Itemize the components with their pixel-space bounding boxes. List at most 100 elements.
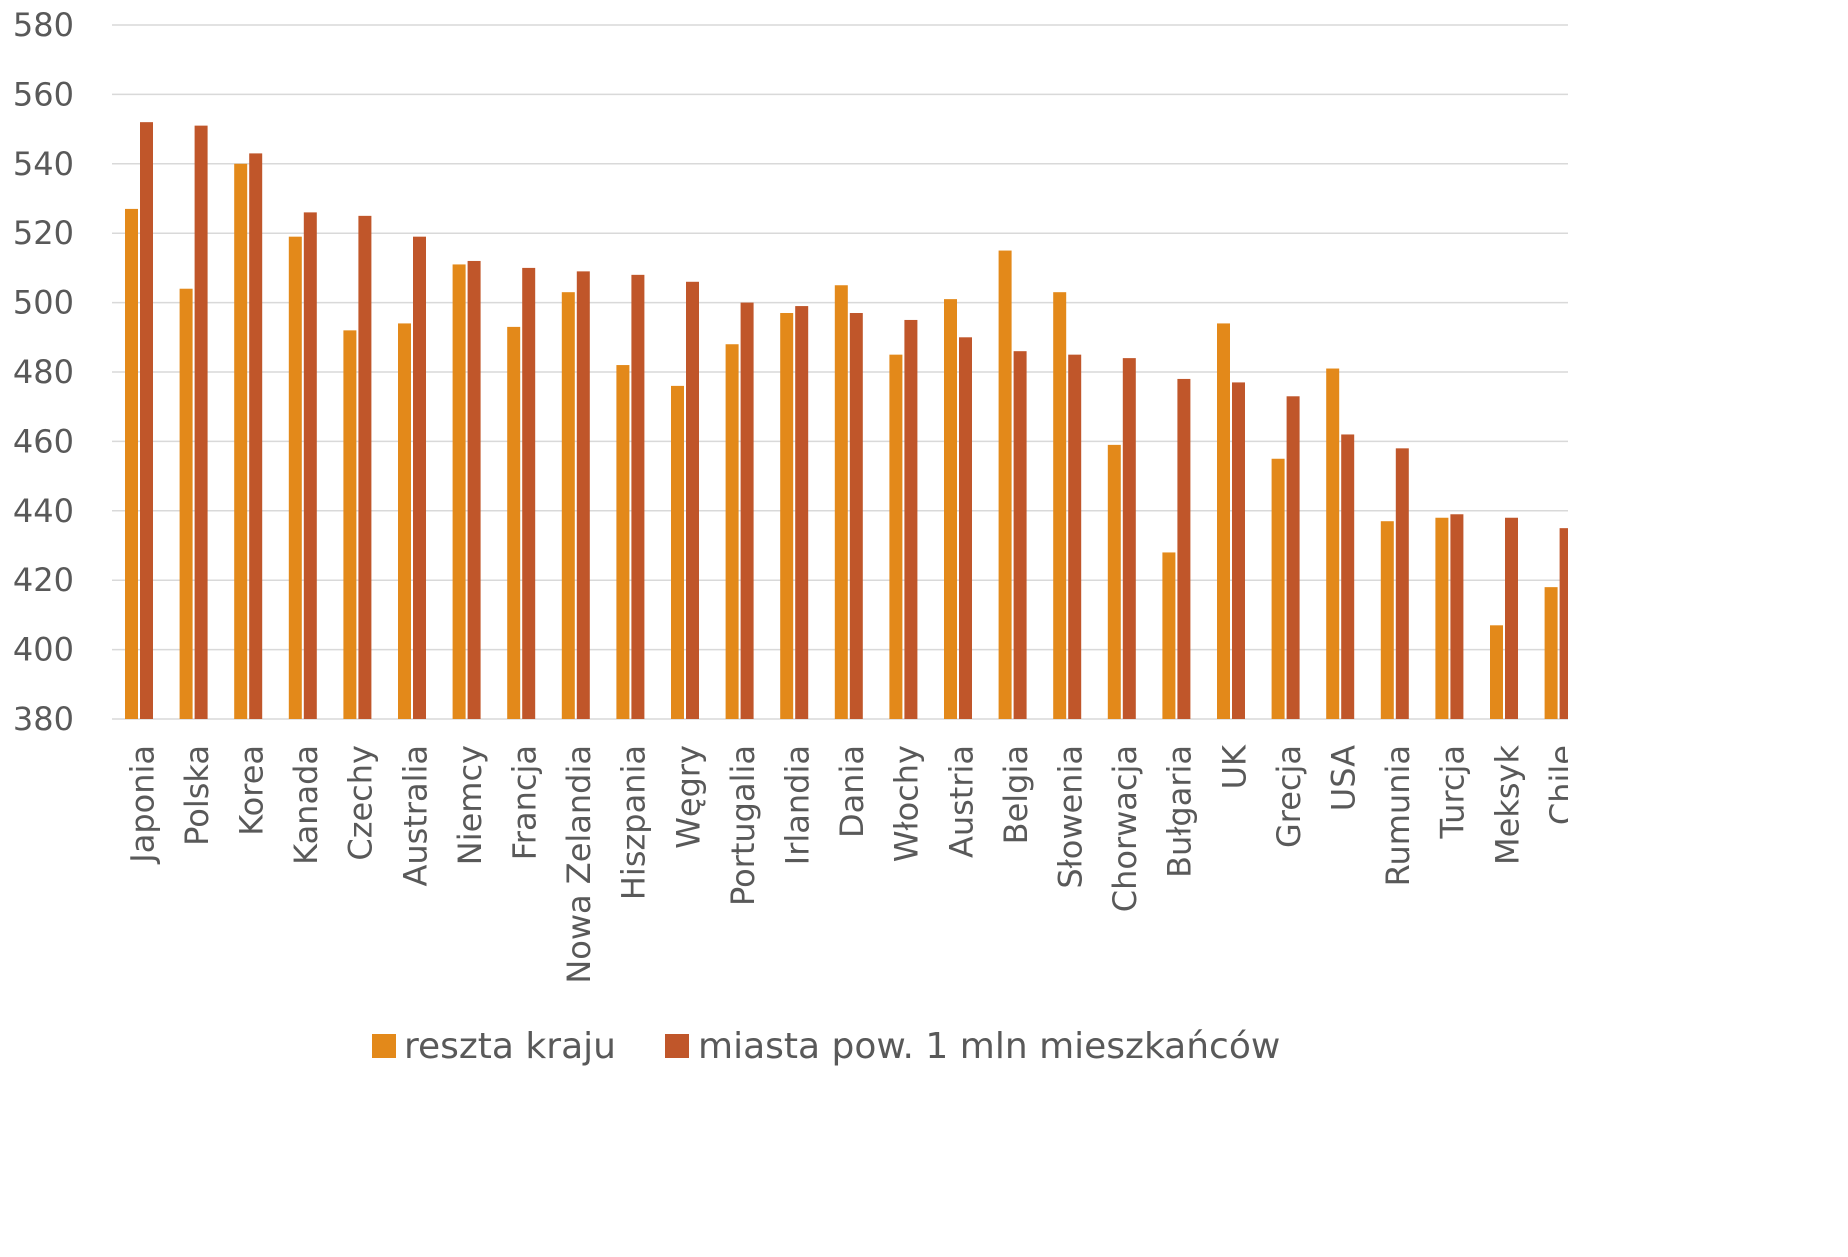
category-label: Włochy	[888, 745, 926, 862]
bar-reszta-kraju	[343, 330, 357, 719]
bar-miasta	[522, 267, 536, 719]
category-label: Turcja	[1434, 745, 1472, 840]
bar-miasta	[194, 125, 208, 719]
category-label: Dania	[833, 745, 871, 838]
y-tick-label: 560	[13, 75, 74, 113]
y-tick-label: 540	[13, 145, 74, 183]
category-label: USA	[1325, 745, 1363, 811]
bar-miasta	[413, 236, 426, 720]
bar-reszta-kraju	[1053, 292, 1067, 719]
y-tick-label: 580	[13, 6, 74, 44]
category-label: Słowenia	[1052, 745, 1090, 889]
category-label: Węgry	[669, 745, 707, 849]
bar-reszta-kraju	[1490, 625, 1503, 719]
bar-miasta	[795, 306, 809, 719]
category-label: Hiszpania	[615, 745, 653, 900]
bar-miasta	[904, 319, 918, 719]
bar-miasta	[140, 122, 153, 719]
category-label: UK	[1215, 744, 1253, 789]
y-tick-label: 500	[13, 284, 74, 322]
bar-reszta-kraju	[1544, 587, 1558, 719]
legend: reszta kraju miasta pow. 1 mln mieszkańcó…	[372, 1026, 1280, 1067]
bar-reszta-kraju	[889, 354, 903, 719]
bar-miasta	[1232, 382, 1245, 719]
x-axis-category-labels: Japonia Polska Korea Kanada Czechy Australia N…	[123, 744, 1568, 984]
bar-miasta	[1177, 378, 1191, 719]
category-label: Francja	[506, 745, 544, 860]
y-tick-label: 440	[13, 492, 74, 530]
bar-reszta-kraju	[725, 344, 739, 719]
bar-reszta-kraju	[507, 326, 521, 719]
bar-reszta-kraju	[780, 313, 794, 719]
legend-label: miasta pow. 1 mln mieszkańców	[698, 1026, 1280, 1067]
category-label: Korea	[233, 745, 271, 836]
y-tick-label: 420	[13, 561, 74, 599]
bar-miasta	[358, 215, 372, 719]
bar-reszta-kraju	[288, 236, 302, 720]
bar-reszta-kraju	[1435, 517, 1449, 719]
y-tick-label: 400	[13, 631, 74, 669]
bar-miasta	[467, 260, 481, 719]
category-label: Belgia	[997, 745, 1035, 844]
category-label: Polska	[178, 745, 216, 846]
bar-chart: 380 400 420 440 460 480 500 520 540 560 580 Japoni…	[13, 6, 1568, 1067]
bar-miasta	[849, 313, 863, 719]
bar-miasta	[1286, 396, 1300, 719]
bar-miasta	[1559, 528, 1568, 719]
bar-reszta-kraju	[944, 299, 957, 719]
bar-reszta-kraju	[1271, 458, 1285, 719]
y-axis-tick-labels: 380 400 420 440 460 480 500 520 540 560 580	[13, 6, 74, 738]
y-tick-label: 520	[13, 214, 74, 252]
y-tick-label: 380	[13, 700, 74, 738]
bar-miasta	[959, 337, 972, 719]
bar-reszta-kraju	[1162, 552, 1176, 719]
bar-miasta	[631, 274, 645, 719]
category-label: Rumunia	[1379, 745, 1417, 886]
bar-reszta-kraju	[1326, 368, 1340, 719]
bar-miasta	[740, 302, 754, 719]
category-label: Nowa Zelandia	[560, 745, 598, 984]
bar-reszta-kraju	[834, 285, 848, 719]
category-label: Portugalia	[724, 745, 762, 906]
bar-reszta-kraju	[1107, 444, 1121, 719]
category-label: Austria	[942, 745, 980, 858]
y-tick-label: 480	[13, 353, 74, 391]
category-label: Czechy	[342, 745, 380, 861]
bar-miasta	[303, 212, 317, 719]
y-tick-label: 460	[13, 422, 74, 460]
bar-miasta	[1505, 517, 1518, 719]
category-label: Meksyk	[1488, 745, 1526, 865]
category-label: Kanada	[287, 745, 325, 865]
bar-miasta	[1068, 354, 1082, 719]
category-label: Irlandia	[779, 745, 817, 865]
category-label: Australia	[396, 745, 434, 887]
category-label: Chile	[1543, 745, 1568, 825]
bar-miasta	[1450, 514, 1464, 719]
bar-reszta-kraju	[398, 323, 411, 719]
bar-miasta	[249, 153, 263, 719]
legend-label: reszta kraju	[404, 1026, 616, 1067]
chart-container: 380 400 420 440 460 480 500 520 540 560 580 Japoni…	[12, 6, 1568, 1067]
bar-miasta	[1122, 358, 1136, 719]
category-label: Japonia	[123, 745, 161, 865]
bar-miasta	[1341, 434, 1355, 719]
bar-miasta	[686, 281, 699, 719]
category-label: Chorwacja	[1106, 745, 1144, 912]
bar-reszta-kraju	[561, 292, 575, 719]
bar-reszta-kraju	[452, 264, 466, 719]
bar-miasta	[1395, 448, 1409, 719]
bar-reszta-kraju	[671, 385, 684, 719]
bar-miasta	[1013, 351, 1027, 719]
legend-swatch	[665, 1034, 689, 1058]
bar-reszta-kraju	[1380, 521, 1394, 719]
bar-reszta-kraju	[125, 208, 138, 719]
bar-reszta-kraju	[234, 163, 248, 720]
category-label: Grecja	[1270, 745, 1308, 848]
category-label: Bułgaria	[1161, 745, 1199, 878]
bar-miasta	[576, 271, 590, 719]
bar-reszta-kraju	[616, 365, 630, 719]
bars	[125, 122, 1568, 720]
bar-reszta-kraju	[1217, 323, 1230, 719]
legend-swatch	[372, 1034, 396, 1058]
category-label: Niemcy	[451, 745, 489, 865]
